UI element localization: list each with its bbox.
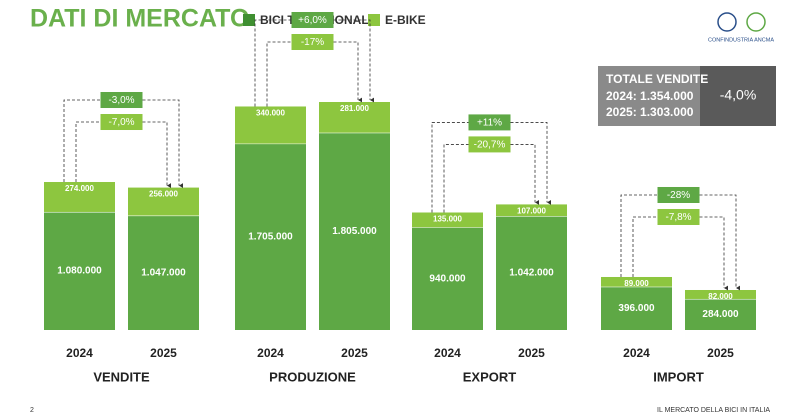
connector bbox=[142, 99, 183, 188]
value-label: 82.000 bbox=[708, 292, 733, 301]
legend-label: E-BIKE bbox=[385, 13, 426, 27]
change-label: -7,8% bbox=[665, 212, 691, 223]
change-pill bbox=[657, 186, 700, 203]
total-line: 2024: 1.354.000 bbox=[606, 89, 694, 103]
value-label: 396.000 bbox=[618, 303, 655, 314]
value-label: 340.000 bbox=[256, 109, 285, 118]
total-line: 2025: 1.303.000 bbox=[606, 105, 694, 119]
bar-segment bbox=[235, 143, 306, 330]
x-tick-label: 2024 bbox=[434, 346, 461, 360]
x-tick-label: 2025 bbox=[518, 346, 545, 360]
change-label: +6,0% bbox=[298, 15, 327, 26]
legend-swatch bbox=[368, 14, 380, 26]
group-label: PRODUZIONE bbox=[269, 369, 356, 384]
total-title: TOTALE VENDITE bbox=[606, 72, 708, 86]
connector bbox=[510, 144, 539, 205]
logo-text: CONFINDUSTRIA ANCMA bbox=[708, 37, 774, 43]
total-change: -4,0% bbox=[720, 87, 757, 103]
connector bbox=[443, 144, 469, 213]
total-change-box bbox=[700, 66, 776, 126]
bar-segment bbox=[685, 298, 756, 330]
change-pill bbox=[468, 136, 511, 153]
change-pill bbox=[100, 92, 143, 109]
connector bbox=[254, 19, 292, 107]
value-label: 1.042.000 bbox=[509, 268, 554, 279]
group-label: IMPORT bbox=[653, 369, 704, 384]
change-label: -3,0% bbox=[108, 95, 134, 106]
x-tick-label: 2024 bbox=[623, 346, 650, 360]
change-label: +11% bbox=[477, 118, 502, 129]
connector bbox=[510, 122, 551, 205]
bar-segment bbox=[496, 216, 567, 330]
value-label: 89.000 bbox=[624, 279, 649, 288]
connector bbox=[333, 19, 374, 103]
legend-swatch bbox=[243, 14, 255, 26]
value-label: 1.705.000 bbox=[248, 231, 293, 242]
bar-segment bbox=[601, 276, 672, 287]
x-tick-label: 2024 bbox=[257, 346, 284, 360]
bar-segment bbox=[44, 211, 115, 330]
change-label: -28% bbox=[667, 190, 690, 201]
value-label: 1.080.000 bbox=[57, 266, 102, 277]
change-label: -7,0% bbox=[108, 117, 134, 128]
change-pill bbox=[657, 208, 700, 225]
bar-segment bbox=[235, 106, 306, 144]
connector bbox=[632, 216, 658, 277]
connector bbox=[333, 41, 362, 103]
connector bbox=[63, 99, 101, 183]
change-label: -20,7% bbox=[474, 140, 506, 151]
change-pill bbox=[100, 114, 143, 131]
chart-title: DATI DI MERCATO bbox=[30, 5, 249, 33]
bar-segment bbox=[128, 187, 199, 216]
bar-segment bbox=[319, 102, 390, 133]
change-label: -17% bbox=[301, 37, 324, 48]
value-label: 107.000 bbox=[517, 207, 546, 216]
bar-segment bbox=[319, 132, 390, 330]
value-label: 256.000 bbox=[149, 190, 178, 199]
connector bbox=[699, 216, 728, 291]
value-label: 1.805.000 bbox=[332, 226, 377, 237]
footer: IL MERCATO DELLA BICI IN ITALIA bbox=[657, 407, 770, 414]
connector bbox=[142, 121, 171, 188]
bar-segment bbox=[601, 286, 672, 330]
connector bbox=[266, 41, 292, 107]
x-tick-label: 2025 bbox=[707, 346, 734, 360]
bar-segment bbox=[128, 215, 199, 330]
value-label: 274.000 bbox=[65, 184, 94, 193]
total-box bbox=[598, 66, 700, 126]
connector bbox=[620, 194, 658, 277]
bar-segment bbox=[496, 204, 567, 217]
change-pill bbox=[291, 34, 334, 50]
group-label: EXPORT bbox=[463, 369, 517, 384]
change-pill bbox=[291, 12, 334, 28]
value-label: 1.047.000 bbox=[141, 267, 186, 278]
bar-segment bbox=[412, 212, 483, 228]
x-tick-label: 2025 bbox=[341, 346, 368, 360]
value-label: 135.000 bbox=[433, 215, 462, 224]
value-label: 281.000 bbox=[340, 104, 369, 113]
value-label: 940.000 bbox=[429, 273, 466, 284]
bar-segment bbox=[412, 227, 483, 330]
bar-segment bbox=[685, 289, 756, 299]
bar-segment bbox=[44, 182, 115, 212]
connector bbox=[431, 122, 469, 213]
group-label: VENDITE bbox=[93, 369, 150, 384]
connector bbox=[75, 121, 101, 183]
x-tick-label: 2025 bbox=[150, 346, 177, 360]
x-tick-label: 2024 bbox=[66, 346, 93, 360]
value-label: 284.000 bbox=[702, 309, 739, 320]
logo: CONFINDUSTRIA ANCMA bbox=[708, 12, 774, 43]
page-number: 2 bbox=[30, 407, 34, 414]
change-pill bbox=[468, 114, 511, 131]
connector bbox=[699, 194, 740, 291]
